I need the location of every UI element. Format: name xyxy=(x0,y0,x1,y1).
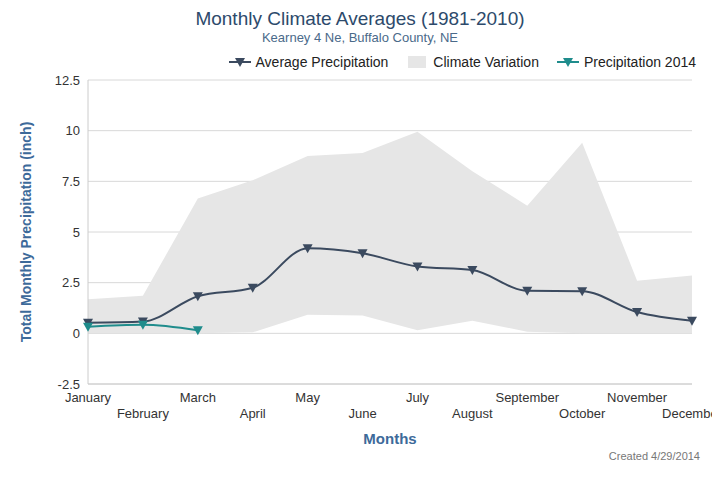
svg-text:-2.5: -2.5 xyxy=(58,377,80,392)
svg-text:Total Monthly Precipitation (i: Total Monthly Precipitation (inch) xyxy=(18,122,34,343)
svg-text:April: April xyxy=(240,406,266,421)
svg-text:November: November xyxy=(607,390,668,405)
svg-text:March: March xyxy=(180,390,216,405)
html-text:Created 4/29/2014: Created 4/29/2014 xyxy=(608,450,700,462)
svg-text:December: December xyxy=(662,406,712,421)
svg-text:August: August xyxy=(452,406,493,421)
svg-text:February: February xyxy=(117,406,170,421)
svg-text:7.5: 7.5 xyxy=(62,174,80,189)
svg-text:July: July xyxy=(406,390,430,405)
svg-text:Months: Months xyxy=(363,430,416,447)
html-text:Precipitation 2014: Precipitation 2014 xyxy=(583,54,696,70)
html-text:Monthly Climate Averages (1981: Monthly Climate Averages (1981-2010) xyxy=(195,8,525,29)
svg-text:12.5: 12.5 xyxy=(55,73,80,88)
svg-text:October: October xyxy=(559,406,606,421)
svg-text:2.5: 2.5 xyxy=(62,275,80,290)
svg-text:0: 0 xyxy=(73,326,80,341)
svg-text:January: January xyxy=(65,390,112,405)
svg-text:September: September xyxy=(495,390,559,405)
html-text:Kearney 4 Ne, Buffalo County,: Kearney 4 Ne, Buffalo County, NE xyxy=(262,30,458,45)
svg-text:10: 10 xyxy=(66,123,80,138)
svg-text:5: 5 xyxy=(73,225,80,240)
html-text:Climate Variation: Climate Variation xyxy=(433,54,539,70)
svg-text:June: June xyxy=(348,406,376,421)
html-text:Average Precipitation: Average Precipitation xyxy=(255,54,389,70)
svg-text:May: May xyxy=(295,390,320,405)
